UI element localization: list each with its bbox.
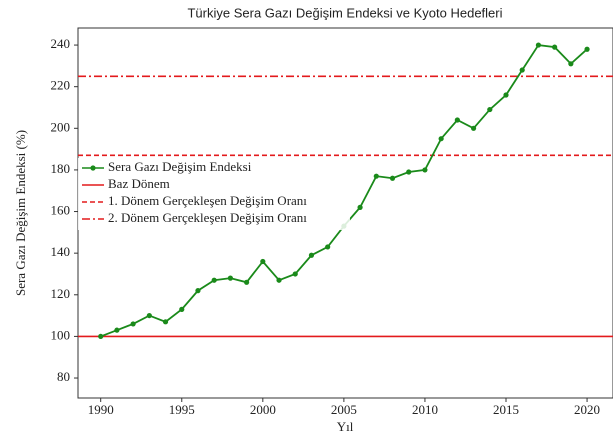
- y-tick-label: 140: [51, 244, 71, 259]
- chart-title: Türkiye Sera Gazı Değişim Endeksi ve Kyo…: [187, 5, 502, 20]
- point: [114, 327, 120, 333]
- point: [389, 175, 396, 181]
- point: [487, 106, 493, 113]
- point: [454, 117, 460, 123]
- y-tick-label: 120: [51, 286, 71, 301]
- x-tick-label: 2005: [331, 402, 357, 417]
- point: [503, 92, 509, 98]
- point: [260, 258, 266, 265]
- point: [535, 42, 542, 48]
- legend-box: [78, 158, 350, 230]
- x-tick-label: 2020: [574, 402, 600, 417]
- point: [373, 173, 379, 179]
- y-tick-label: 200: [51, 119, 71, 134]
- point: [308, 252, 315, 258]
- legend-label: 2. Dönem Gerçekleşen Değişim Oranı: [108, 210, 307, 225]
- point: [357, 204, 363, 210]
- x-axis-label: Yıl: [337, 419, 354, 434]
- point: [325, 244, 331, 250]
- point: [211, 277, 217, 283]
- point: [195, 288, 201, 294]
- point: [244, 279, 250, 285]
- point: [568, 61, 574, 67]
- y-tick-label: 220: [51, 78, 71, 93]
- point: [179, 306, 185, 312]
- point: [146, 312, 152, 319]
- legend-label: 1. Dönem Gerçekleşen Değişim Oranı: [108, 193, 307, 208]
- x-tick-label: 1990: [88, 402, 114, 417]
- y-axis-label: Sera Gazı Değişim Endeksi (%): [13, 130, 28, 296]
- point: [292, 271, 298, 277]
- y-tick-label: 180: [51, 161, 71, 176]
- y-tick-label: 80: [57, 369, 70, 384]
- legend: Sera Gazı Değişim Endeksi Baz Dönem 1. Dön…: [78, 158, 350, 230]
- y-tick-label: 100: [51, 327, 71, 342]
- point: [162, 319, 169, 325]
- legend-label: Sera Gazı Değişim Endeksi: [108, 159, 252, 174]
- point: [470, 125, 477, 131]
- point: [422, 167, 428, 173]
- point: [406, 169, 412, 175]
- point: [130, 321, 136, 327]
- point: [552, 44, 558, 50]
- point: [276, 277, 282, 283]
- x-tick-label: 2010: [412, 402, 438, 417]
- point: [98, 333, 104, 340]
- x-tick-label: 2015: [493, 402, 519, 417]
- y-tick-label: 240: [51, 36, 71, 51]
- x-tick-label: 1995: [169, 402, 195, 417]
- point: [227, 275, 233, 281]
- point: [519, 67, 525, 73]
- y-tick-label: 160: [51, 203, 71, 218]
- x-tick-label: 2000: [250, 402, 276, 417]
- legend-label: Baz Dönem: [108, 176, 170, 191]
- point: [584, 46, 590, 52]
- point: [438, 136, 444, 142]
- legend-marker: [90, 165, 96, 171]
